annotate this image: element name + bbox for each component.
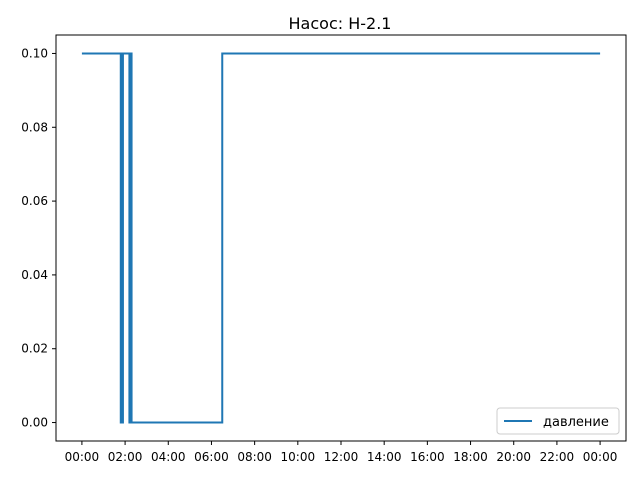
x-tick-label: 00:00 — [583, 450, 618, 464]
x-tick-label: 16:00 — [410, 450, 445, 464]
x-tick-label: 10:00 — [281, 450, 316, 464]
x-tick-label: 18:00 — [453, 450, 488, 464]
x-tick-label: 04:00 — [151, 450, 186, 464]
x-tick-label: 14:00 — [367, 450, 402, 464]
y-tick-label: 0.08 — [21, 120, 48, 134]
legend-label: давление — [543, 415, 609, 430]
x-axis: 00:00 02:00 04:00 06:00 08:00 10:00 12:00 14:00… — [65, 441, 618, 464]
x-tick-label: 20:00 — [496, 450, 531, 464]
x-tick-label: 00:00 — [65, 450, 100, 464]
y-tick-label: 0.02 — [21, 342, 48, 356]
chart-title: Насос: Н-2.1 — [289, 14, 392, 33]
x-tick-label: 12:00 — [324, 450, 359, 464]
legend-box — [496, 407, 620, 435]
y-tick-label: 0.10 — [21, 46, 48, 60]
legend: давление — [496, 407, 620, 435]
y-tick-label: 0.06 — [21, 194, 48, 208]
x-tick-label: 06:00 — [194, 450, 229, 464]
x-tick-label: 02:00 — [108, 450, 143, 464]
x-tick-label: 08:00 — [237, 450, 272, 464]
y-tick-label: 0.00 — [21, 416, 48, 430]
plot-area — [81, 52, 601, 424]
y-axis: 0.00 0.02 0.04 0.06 0.08 0.10 — [21, 46, 56, 430]
series-line-0 — [81, 52, 601, 424]
x-tick-label: 22:00 — [540, 450, 575, 464]
axes-frame — [55, 34, 627, 442]
y-tick-label: 0.04 — [21, 268, 48, 282]
